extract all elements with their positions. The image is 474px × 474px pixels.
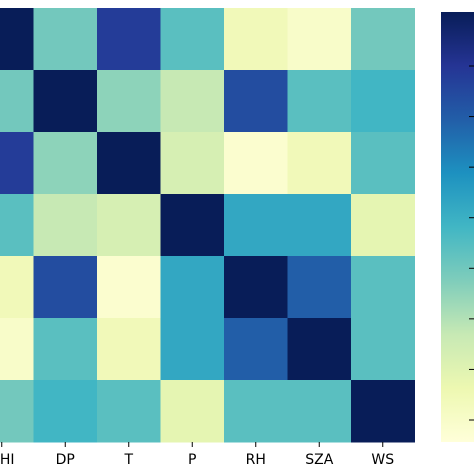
heatmap-cell-DP-T bbox=[97, 70, 161, 133]
x-tick-label: SZA bbox=[305, 452, 333, 468]
heatmap-cell-T-P bbox=[160, 132, 225, 195]
heatmap-cell-WS-GHI bbox=[0, 380, 34, 443]
heatmap-cell-T-SZA bbox=[287, 132, 352, 195]
heatmap-cell-GHI-P bbox=[160, 8, 225, 71]
heatmap-cell-P-T bbox=[97, 194, 161, 257]
heatmap-cell-DP-P bbox=[160, 70, 225, 133]
heatmap-cell-SZA-DP bbox=[33, 318, 98, 381]
heatmap-cell-SZA-SZA bbox=[287, 318, 352, 381]
heatmap-cell-GHI-WS bbox=[351, 8, 415, 71]
heatmap-cell-T-GHI bbox=[0, 132, 34, 195]
heatmap-cell-RH-P bbox=[160, 256, 225, 319]
heatmap-cell-SZA-WS bbox=[351, 318, 415, 381]
heatmap-cell-DP-WS bbox=[351, 70, 415, 133]
heatmap-cell-RH-T bbox=[97, 256, 161, 319]
heatmap-cell-WS-T bbox=[97, 380, 161, 443]
heatmap-cell-WS-SZA bbox=[287, 380, 352, 443]
heatmap-cell-WS-DP bbox=[33, 380, 98, 443]
heatmap-cell-DP-GHI bbox=[0, 70, 34, 133]
x-tick-label: T bbox=[123, 452, 133, 468]
heatmap-cell-GHI-T bbox=[97, 8, 161, 71]
x-tick-label: P bbox=[188, 452, 196, 468]
x-tick-label: DP bbox=[56, 452, 75, 468]
colorbar bbox=[441, 12, 474, 442]
heatmap-cell-RH-DP bbox=[33, 256, 98, 319]
heatmap-cell-SZA-P bbox=[160, 318, 225, 381]
heatmap-cell-RH-GHI bbox=[0, 256, 34, 319]
heatmap-cell-GHI-RH bbox=[224, 8, 288, 71]
colorbar-gradient bbox=[441, 12, 474, 442]
heatmap-cell-T-WS bbox=[351, 132, 415, 195]
heatmap-cells bbox=[0, 8, 415, 443]
heatmap-cell-DP-DP bbox=[33, 70, 98, 133]
heatmap-cell-WS-P bbox=[160, 380, 225, 443]
heatmap-cell-GHI-GHI bbox=[0, 8, 34, 71]
heatmap-cell-WS-RH bbox=[224, 380, 288, 443]
heatmap-cell-RH-SZA bbox=[287, 256, 352, 319]
heatmap-cell-WS-WS bbox=[351, 380, 415, 443]
heatmap-cell-GHI-SZA bbox=[287, 8, 352, 71]
heatmap-cell-SZA-GHI bbox=[0, 318, 34, 381]
heatmap-cell-SZA-RH bbox=[224, 318, 288, 381]
heatmap-cell-DP-SZA bbox=[287, 70, 352, 133]
heatmap-cell-DP-RH bbox=[224, 70, 288, 133]
heatmap-cell-T-DP bbox=[33, 132, 98, 195]
heatmap-cell-RH-WS bbox=[351, 256, 415, 319]
heatmap-cell-P-RH bbox=[224, 194, 288, 257]
heatmap-cell-P-WS bbox=[351, 194, 415, 257]
x-tick-label: WS bbox=[371, 452, 394, 468]
x-tick-label: RH bbox=[246, 452, 266, 468]
x-tick-label: GHI bbox=[0, 452, 15, 468]
heatmap-cell-RH-RH bbox=[224, 256, 288, 319]
heatmap-cell-SZA-T bbox=[97, 318, 161, 381]
heatmap-cell-P-SZA bbox=[287, 194, 352, 257]
heatmap-cell-T-T bbox=[97, 132, 161, 195]
x-axis-ticks: GHI DP T P RH SZA WS bbox=[0, 442, 394, 468]
heatmap-cell-T-RH bbox=[224, 132, 288, 195]
heatmap-cell-P-P bbox=[160, 194, 225, 257]
heatmap-cell-P-DP bbox=[33, 194, 98, 257]
colorbar-ticks bbox=[469, 65, 474, 421]
heatmap-cell-P-GHI bbox=[0, 194, 34, 257]
heatmap-cell-GHI-DP bbox=[33, 8, 98, 71]
